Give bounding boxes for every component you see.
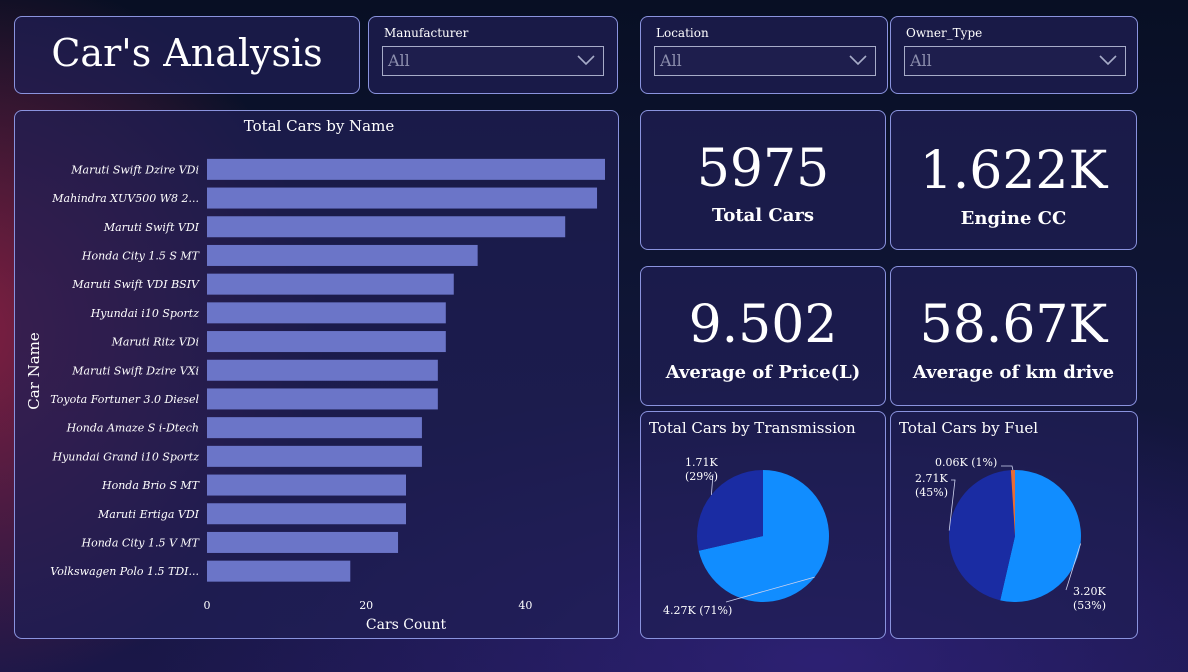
bar (207, 531, 399, 553)
bar (207, 216, 566, 238)
bar-chart: Total Cars by Name Maruti Swift Dzire VDi… (25, 117, 605, 633)
bar (207, 158, 605, 180)
y-tick-label: Honda City 1.5 V MT (81, 536, 201, 549)
page-title: Car's Analysis (51, 31, 323, 75)
y-tick-label: Maruti Swift Dzire VXi (71, 364, 199, 377)
y-tick-label: Volkswagen Polo 1.5 TDI... (50, 565, 199, 578)
owner-type-dropdown[interactable]: All (904, 46, 1126, 76)
bar (207, 474, 406, 496)
pie-slice (948, 470, 1015, 601)
kpi-card-average-price: 9.502 Average of Price(L) (640, 266, 886, 406)
kpi-value: 9.502 (688, 295, 838, 355)
pie-transmission-panel: Total Cars by Transmission 4.27K (71%) 1.… (640, 411, 886, 639)
y-axis-title: Car Name (25, 332, 43, 410)
pie-chart-fuel: 3.20K (53%) 2.71K (45%) 0.06K (1%) (915, 456, 1106, 612)
y-tick-label: Mahindra XUV500 W8 2... (51, 192, 199, 205)
chart-title: Total Cars by Transmission (649, 419, 856, 437)
kpi-value: 1.622K (919, 141, 1108, 201)
pie-fuel-panel: Total Cars by Fuel 3.20K (53%) 2.71K (45%) 0… (890, 411, 1138, 639)
bar (207, 331, 446, 353)
pie-data-label: 0.06K (1%) (935, 456, 997, 469)
slicer-label: Location (656, 26, 709, 40)
kpi-card-average-km: 58.67K Average of km drive (890, 266, 1137, 406)
pie-slice (697, 470, 763, 551)
y-tick-label: Honda City 1.5 S MT (81, 249, 201, 262)
y-tick-label: Toyota Fortuner 3.0 Diesel (50, 393, 199, 406)
leader-line (725, 576, 815, 603)
slicer-value: All (910, 51, 932, 70)
bar (207, 388, 438, 410)
slicer-label: Owner_Type (906, 26, 983, 40)
y-tick-label: Hyundai i10 Sportz (90, 307, 199, 320)
bar (207, 417, 422, 439)
slicer-owner-type: Owner_Type All (890, 16, 1138, 94)
pie-chart-transmission: 4.27K (71%) 1.71K (29%) (663, 456, 830, 617)
x-axis-title: Cars Count (366, 617, 447, 633)
pie-slice (1000, 470, 1081, 602)
pie-data-label: 3.20K (53%) (1073, 585, 1106, 612)
kpi-label: Engine CC (960, 208, 1067, 229)
leader-line (1065, 543, 1081, 591)
bar (207, 244, 478, 266)
slicer-value: All (660, 51, 682, 70)
leader-line (948, 479, 956, 531)
kpi-value: 5975 (696, 139, 830, 199)
bar-chart-panel: Total Cars by Name Maruti Swift Dzire VDi… (14, 110, 619, 639)
slicer-manufacturer: Manufacturer All (368, 16, 618, 94)
chevron-down-icon (1099, 55, 1117, 66)
y-tick-label: Honda Brio S MT (101, 479, 201, 492)
bar (207, 445, 422, 467)
leader-line (711, 473, 714, 495)
bar (207, 187, 598, 209)
kpi-card-engine-cc: 1.622K Engine CC (890, 110, 1137, 250)
chevron-down-icon (849, 55, 867, 66)
slicer-location: Location All (640, 16, 888, 94)
kpi-value: 58.67K (919, 295, 1108, 355)
kpi-label: Average of Price(L) (665, 362, 861, 383)
manufacturer-dropdown[interactable]: All (382, 46, 604, 76)
y-tick-label: Hyundai Grand i10 Sportz (51, 450, 199, 463)
pie-slice (1010, 470, 1015, 536)
x-tick-label: 20 (359, 599, 373, 612)
kpi-label: Average of km drive (912, 362, 1115, 383)
y-tick-label: Maruti Swift VDI BSIV (71, 278, 200, 291)
kpi-label: Total Cars (711, 205, 815, 226)
leader-line (1001, 465, 1014, 471)
slicer-label: Manufacturer (384, 26, 469, 40)
location-dropdown[interactable]: All (654, 46, 876, 76)
pie-slice (698, 470, 830, 602)
kpi-card-total-cars: 5975 Total Cars (640, 110, 886, 250)
slicer-value: All (388, 51, 410, 70)
x-tick-label: 0 (204, 599, 211, 612)
bar (207, 273, 454, 295)
chevron-down-icon (577, 55, 595, 66)
pie-data-label: 2.71K (45%) (915, 472, 948, 499)
chart-title: Total Cars by Name (244, 117, 395, 135)
chart-title: Total Cars by Fuel (899, 419, 1039, 437)
y-tick-label: Maruti Swift Dzire VDi (70, 163, 199, 176)
pie-data-label: 4.27K (71%) (663, 604, 732, 617)
y-tick-label: Maruti Swift VDI (103, 221, 200, 234)
bar (207, 359, 438, 381)
y-tick-label: Maruti Ritz VDi (111, 336, 199, 349)
y-tick-label: Maruti Ertiga VDI (97, 508, 200, 521)
x-tick-label: 40 (518, 599, 532, 612)
bar (207, 503, 406, 525)
title-panel: Car's Analysis (14, 16, 360, 94)
y-tick-label: Honda Amaze S i-Dtech (66, 422, 199, 435)
bar (207, 560, 351, 582)
pie-data-label: 1.71K (29%) (685, 456, 718, 483)
bar (207, 302, 446, 324)
